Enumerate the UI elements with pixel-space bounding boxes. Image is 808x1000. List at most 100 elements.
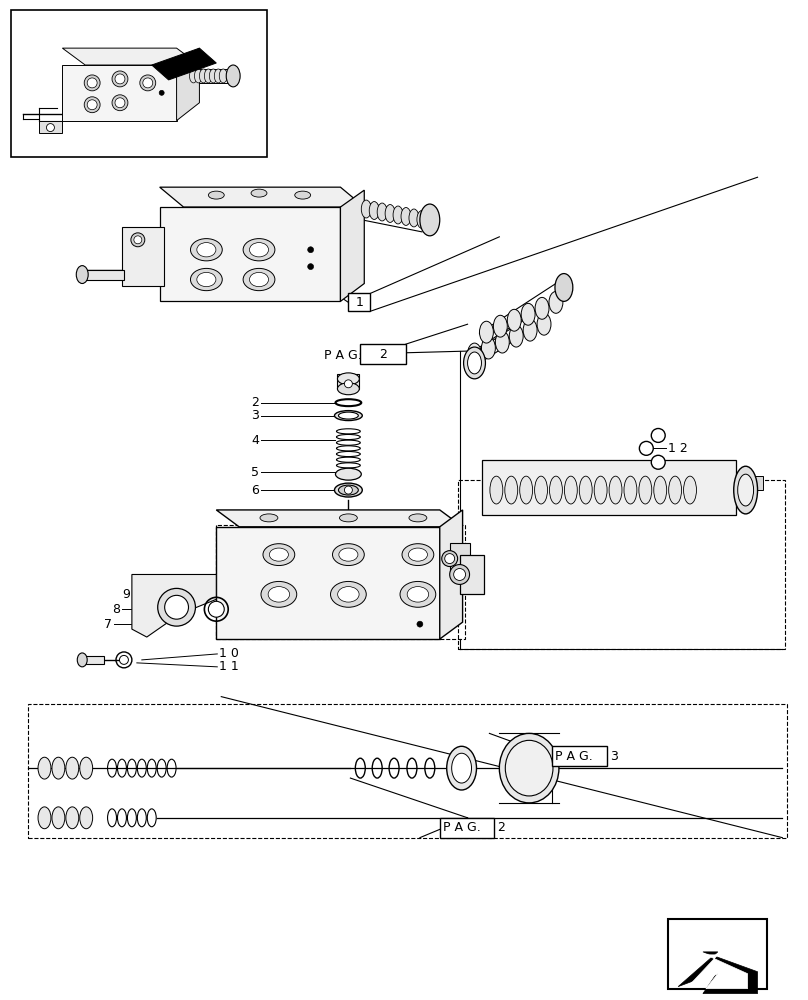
Bar [668,919,768,989]
Bar [360,344,406,364]
Text: 5: 5 [251,466,259,479]
Ellipse shape [523,319,537,341]
Ellipse shape [65,757,78,779]
Ellipse shape [417,211,427,228]
Ellipse shape [226,65,240,87]
Ellipse shape [209,69,217,83]
Ellipse shape [263,544,295,566]
Ellipse shape [197,272,216,287]
Ellipse shape [407,587,428,602]
Ellipse shape [339,514,357,522]
Ellipse shape [268,587,289,602]
Text: 9: 9 [122,588,130,601]
Ellipse shape [401,208,411,225]
Text: 7: 7 [104,618,112,631]
Text: 2: 2 [379,348,387,361]
Ellipse shape [204,69,213,83]
Ellipse shape [76,266,88,283]
Ellipse shape [200,69,208,83]
Circle shape [308,247,314,253]
Ellipse shape [361,200,371,218]
Ellipse shape [243,268,275,291]
Circle shape [453,569,465,580]
Ellipse shape [377,203,387,221]
Circle shape [47,124,54,132]
Circle shape [87,78,97,88]
Ellipse shape [468,343,482,365]
Ellipse shape [195,69,202,83]
Ellipse shape [190,69,197,83]
Circle shape [143,78,153,88]
Ellipse shape [191,268,222,291]
Polygon shape [688,955,747,989]
Ellipse shape [369,202,379,219]
Ellipse shape [520,476,532,504]
Bar [482,460,736,515]
Ellipse shape [120,655,128,664]
Ellipse shape [402,544,434,566]
Polygon shape [678,952,758,994]
Ellipse shape [442,551,457,567]
Circle shape [112,71,128,87]
Ellipse shape [468,352,482,374]
Polygon shape [39,121,62,133]
Circle shape [134,236,142,244]
Polygon shape [440,510,463,639]
Ellipse shape [385,205,395,222]
Text: 4: 4 [251,434,259,447]
Ellipse shape [333,544,364,566]
Ellipse shape [654,476,667,504]
Bar [552,746,607,766]
Ellipse shape [507,309,521,331]
Ellipse shape [452,753,472,783]
Ellipse shape [505,740,553,796]
Bar [217,525,465,639]
Ellipse shape [521,303,535,325]
Ellipse shape [261,581,297,607]
Ellipse shape [338,587,359,602]
Ellipse shape [549,291,563,313]
Ellipse shape [555,274,573,301]
Ellipse shape [669,476,682,504]
Ellipse shape [537,313,551,335]
Ellipse shape [464,347,486,379]
Ellipse shape [734,466,758,514]
Text: 1: 1 [356,296,364,309]
Ellipse shape [509,325,523,347]
Ellipse shape [38,807,51,829]
Polygon shape [152,48,217,80]
Bar [457,480,785,649]
Ellipse shape [490,476,503,504]
Ellipse shape [295,191,310,199]
Ellipse shape [214,69,222,83]
Text: 1 0: 1 0 [219,647,239,660]
Circle shape [131,233,145,247]
Ellipse shape [495,331,509,353]
Bar [440,818,494,838]
Text: 6: 6 [251,484,259,497]
Polygon shape [62,48,200,65]
Ellipse shape [260,514,278,522]
Ellipse shape [420,204,440,236]
Ellipse shape [219,69,227,83]
Ellipse shape [52,757,65,779]
Ellipse shape [409,514,427,522]
Text: 3: 3 [251,409,259,422]
Ellipse shape [339,548,358,561]
Text: 8: 8 [112,603,120,616]
Ellipse shape [579,476,592,504]
Circle shape [84,97,100,113]
Bar [460,555,485,594]
Circle shape [444,554,455,564]
Ellipse shape [400,581,436,607]
Circle shape [159,90,164,95]
Text: 2: 2 [498,821,505,834]
Ellipse shape [565,476,577,504]
Circle shape [417,621,423,627]
Ellipse shape [339,412,358,419]
Ellipse shape [338,373,360,385]
Polygon shape [122,227,164,286]
Polygon shape [217,510,463,527]
Polygon shape [217,527,440,639]
Ellipse shape [594,476,607,504]
